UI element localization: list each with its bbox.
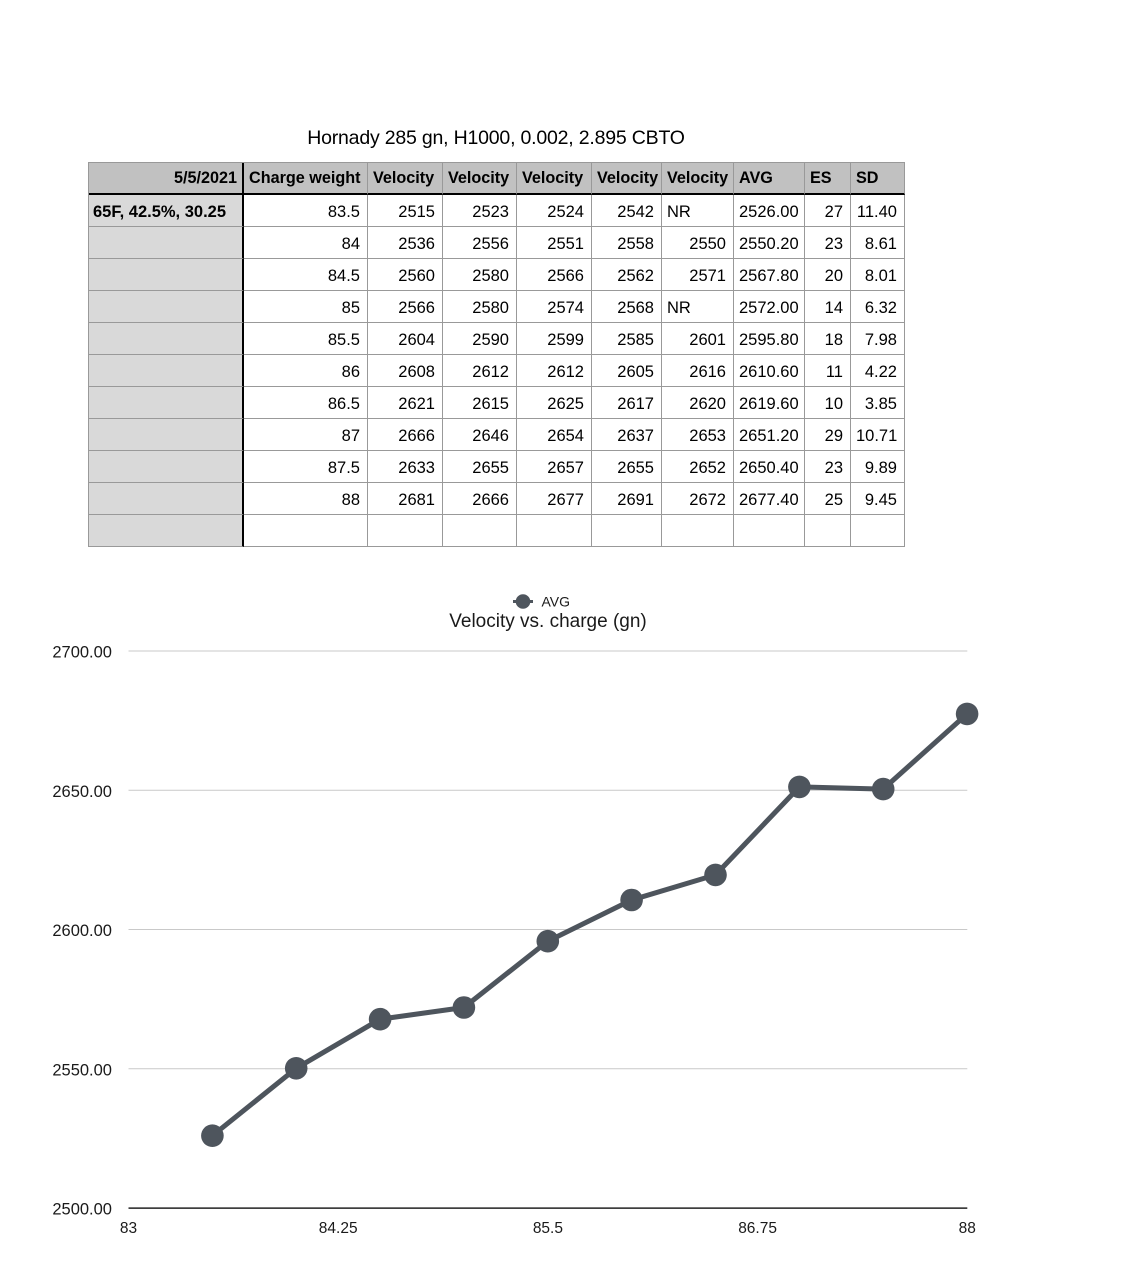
svg-text:2550.00: 2550.00 xyxy=(52,1061,112,1079)
svg-text:85.5: 85.5 xyxy=(533,1220,563,1237)
svg-text:2650.00: 2650.00 xyxy=(52,783,112,801)
svg-text:86.75: 86.75 xyxy=(738,1220,777,1237)
svg-text:2700.00: 2700.00 xyxy=(52,644,112,662)
svg-text:83: 83 xyxy=(120,1220,137,1237)
svg-text:2600.00: 2600.00 xyxy=(52,922,112,940)
svg-text:88: 88 xyxy=(959,1220,976,1237)
svg-text:Velocity vs. charge (gn): Velocity vs. charge (gn) xyxy=(449,611,646,632)
svg-text:2500.00: 2500.00 xyxy=(52,1201,112,1219)
svg-text:AVG: AVG xyxy=(542,594,571,610)
svg-text:84.25: 84.25 xyxy=(319,1220,358,1237)
